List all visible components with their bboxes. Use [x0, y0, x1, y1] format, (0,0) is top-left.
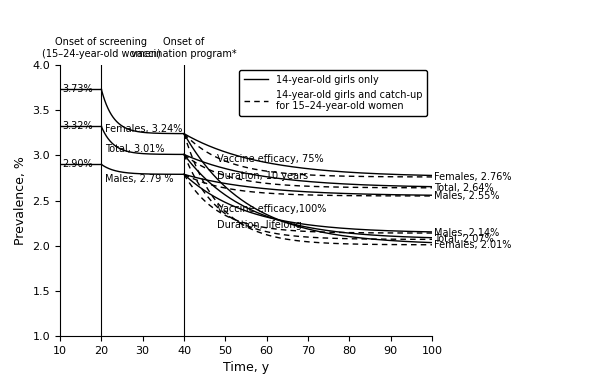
Text: Females, 3.24%: Females, 3.24%: [104, 124, 182, 134]
Text: Females, 2.76%: Females, 2.76%: [434, 172, 512, 182]
Text: Vaccine efficacy,100%: Vaccine efficacy,100%: [217, 204, 326, 214]
Text: Total, 2.64%: Total, 2.64%: [434, 183, 494, 193]
Text: Total, 2.07%: Total, 2.07%: [434, 235, 494, 244]
Text: Vaccine efficacy, 75%: Vaccine efficacy, 75%: [217, 154, 323, 164]
Text: 3.73%: 3.73%: [62, 84, 92, 94]
Text: Onset of screening
(15–24-year-old women): Onset of screening (15–24-year-old women…: [42, 37, 161, 58]
Legend: 14-year-old girls only, 14-year-old girls and catch-up
for 15–24-year-old women: 14-year-old girls only, 14-year-old girl…: [239, 70, 427, 116]
Text: Males, 2.14%: Males, 2.14%: [434, 228, 499, 238]
Text: Duration, lifelong: Duration, lifelong: [217, 220, 302, 230]
Text: 3.32%: 3.32%: [62, 121, 92, 131]
Text: Males, 2.55%: Males, 2.55%: [434, 191, 500, 201]
Text: Onset of
vaccination program*: Onset of vaccination program*: [131, 37, 237, 58]
Text: Males, 2.79 %: Males, 2.79 %: [104, 174, 173, 185]
Text: Total, 3.01%: Total, 3.01%: [104, 144, 164, 154]
Text: 2.90%: 2.90%: [62, 159, 92, 169]
X-axis label: Time, y: Time, y: [223, 361, 269, 374]
Text: Duration, 10 years: Duration, 10 years: [217, 171, 308, 181]
Text: Females, 2.01%: Females, 2.01%: [434, 240, 511, 250]
Y-axis label: Prevalence, %: Prevalence, %: [14, 156, 27, 245]
